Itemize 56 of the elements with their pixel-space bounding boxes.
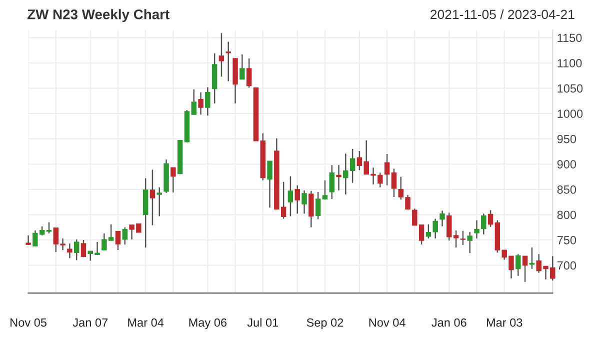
candlestick — [288, 176, 294, 217]
chart-subtitle: 2021-11-05 / 2023-04-21 — [430, 9, 574, 20]
chart-title: ZW N23 Weekly Chart — [28, 9, 170, 22]
candlestick — [384, 153, 390, 186]
y-tick-label: 800 — [557, 210, 576, 220]
candlestick — [267, 160, 272, 208]
y-tick-label: 1000 — [558, 110, 583, 118]
x-tick-label: Sep 02 — [306, 318, 344, 330]
candlestick — [240, 54, 245, 80]
candlestick — [522, 256, 528, 283]
candlestick — [516, 254, 521, 276]
candlestick — [460, 230, 466, 246]
candlestick — [432, 218, 438, 240]
x-tick-label: May 06 — [189, 318, 227, 330]
candlestick — [218, 32, 224, 78]
y-tick-label: 1050 — [558, 84, 583, 93]
candlestick — [302, 190, 307, 214]
y-tick-label: 700 — [557, 261, 576, 270]
y-tick-label: 1100 — [558, 59, 582, 68]
x-tick-label: Jan 07 — [72, 318, 108, 327]
y-tick-label: 950 — [557, 134, 576, 144]
x-tick-label: Jul 01 — [247, 318, 278, 327]
candlestick — [426, 224, 432, 240]
candlestick — [74, 238, 80, 261]
candlestick — [80, 239, 86, 258]
candlestick — [474, 220, 480, 240]
candlestick — [115, 230, 121, 251]
candlestick — [391, 168, 397, 198]
candlestick — [467, 231, 472, 254]
y-tick-label: 1150 — [558, 34, 582, 42]
candlestick — [308, 190, 314, 228]
candlestick — [294, 184, 300, 214]
candlestick — [488, 210, 494, 228]
candlestick — [156, 186, 162, 217]
candlestick — [329, 164, 334, 200]
y-tick-label: 750 — [557, 236, 576, 244]
x-tick-label: Jan 06 — [432, 318, 466, 327]
candlestick — [322, 180, 328, 200]
candlestick — [481, 213, 486, 236]
candlestick — [246, 58, 252, 88]
candlestick — [315, 191, 321, 220]
candlestick — [122, 226, 128, 246]
candlestick — [205, 86, 210, 116]
x-tick-label: Nov 05 — [10, 318, 47, 327]
candlestick — [440, 210, 445, 227]
y-tick-label: 900 — [557, 160, 576, 169]
candlestick — [191, 88, 196, 116]
x-tick-label: Nov 04 — [369, 318, 406, 327]
candlestick — [336, 164, 342, 192]
candlestick — [150, 169, 156, 226]
candlestick — [198, 92, 204, 116]
x-tick-label: Mar 04 — [128, 318, 164, 327]
candlestick — [170, 167, 176, 194]
candlestick — [67, 242, 72, 259]
y-tick-label: 850 — [557, 185, 576, 194]
x-tick-label: Mar 03 — [486, 318, 522, 327]
